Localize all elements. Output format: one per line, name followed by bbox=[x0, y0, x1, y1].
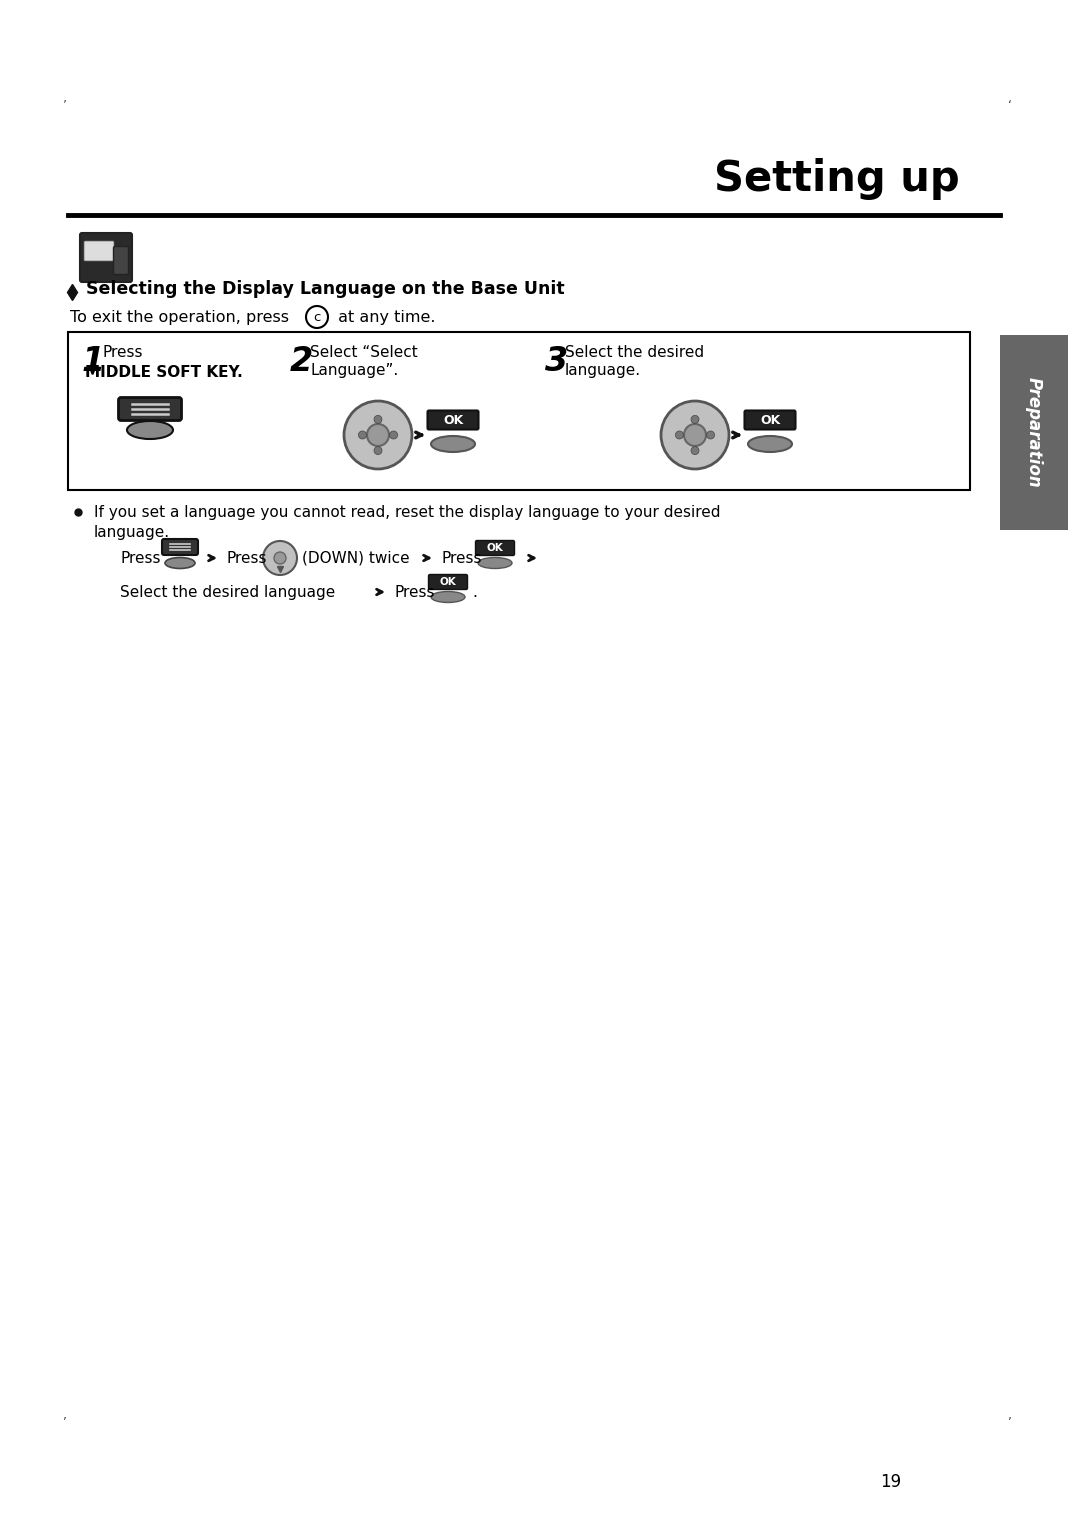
Text: ‚: ‚ bbox=[1008, 1409, 1012, 1421]
Ellipse shape bbox=[478, 558, 512, 568]
Text: OK: OK bbox=[443, 414, 463, 426]
Text: language.: language. bbox=[94, 524, 171, 539]
Text: Language”.: Language”. bbox=[310, 364, 399, 377]
Text: 2: 2 bbox=[291, 345, 313, 377]
Text: To exit the operation, press: To exit the operation, press bbox=[70, 310, 289, 324]
FancyBboxPatch shape bbox=[84, 241, 114, 261]
Circle shape bbox=[359, 431, 366, 439]
Circle shape bbox=[684, 423, 706, 446]
Circle shape bbox=[675, 431, 684, 439]
Ellipse shape bbox=[127, 422, 173, 439]
Text: .: . bbox=[472, 585, 477, 599]
Circle shape bbox=[374, 446, 382, 455]
Text: 1: 1 bbox=[82, 345, 105, 377]
Text: Press: Press bbox=[102, 345, 143, 361]
FancyBboxPatch shape bbox=[162, 539, 198, 555]
Circle shape bbox=[374, 416, 382, 423]
Text: OK: OK bbox=[760, 414, 780, 426]
FancyBboxPatch shape bbox=[113, 246, 129, 275]
Text: If you set a language you cannot read, reset the display language to your desire: If you set a language you cannot read, r… bbox=[94, 504, 720, 520]
Ellipse shape bbox=[748, 435, 792, 452]
Text: MIDDLE SOFT KEY.: MIDDLE SOFT KEY. bbox=[85, 365, 243, 380]
Text: ’: ’ bbox=[63, 98, 67, 112]
Text: Press: Press bbox=[120, 550, 161, 565]
Text: OK: OK bbox=[440, 578, 457, 587]
Circle shape bbox=[691, 446, 699, 455]
FancyBboxPatch shape bbox=[119, 397, 181, 420]
Text: Select “Select: Select “Select bbox=[310, 345, 418, 361]
FancyBboxPatch shape bbox=[744, 411, 796, 429]
Text: ‚: ‚ bbox=[63, 1409, 67, 1421]
Text: 19: 19 bbox=[880, 1473, 901, 1491]
FancyBboxPatch shape bbox=[68, 332, 970, 490]
Text: Select the desired language: Select the desired language bbox=[120, 585, 335, 599]
Text: Select the desired: Select the desired bbox=[565, 345, 704, 361]
Text: Selecting the Display Language on the Base Unit: Selecting the Display Language on the Ba… bbox=[86, 280, 565, 298]
Text: language.: language. bbox=[565, 364, 642, 377]
FancyBboxPatch shape bbox=[80, 232, 132, 283]
Text: Press: Press bbox=[226, 550, 267, 565]
Text: ‘: ‘ bbox=[1008, 98, 1012, 112]
Circle shape bbox=[367, 423, 389, 446]
Ellipse shape bbox=[165, 558, 195, 568]
FancyBboxPatch shape bbox=[475, 541, 514, 556]
Text: Setting up: Setting up bbox=[714, 157, 960, 200]
Circle shape bbox=[274, 552, 286, 564]
Text: OK: OK bbox=[487, 542, 503, 553]
FancyBboxPatch shape bbox=[428, 411, 478, 429]
Ellipse shape bbox=[431, 591, 465, 602]
Text: Press: Press bbox=[394, 585, 434, 599]
Circle shape bbox=[345, 400, 411, 469]
Circle shape bbox=[264, 541, 297, 575]
Text: at any time.: at any time. bbox=[333, 310, 435, 324]
Text: Preparation: Preparation bbox=[1025, 376, 1043, 487]
Ellipse shape bbox=[431, 435, 475, 452]
Text: 3: 3 bbox=[545, 345, 568, 377]
Circle shape bbox=[691, 416, 699, 423]
Text: Press: Press bbox=[441, 550, 482, 565]
Circle shape bbox=[661, 400, 729, 469]
Text: c: c bbox=[313, 310, 321, 324]
Circle shape bbox=[390, 431, 397, 439]
Circle shape bbox=[706, 431, 715, 439]
FancyBboxPatch shape bbox=[1000, 335, 1068, 530]
Text: (DOWN) twice: (DOWN) twice bbox=[302, 550, 409, 565]
FancyBboxPatch shape bbox=[429, 575, 468, 590]
